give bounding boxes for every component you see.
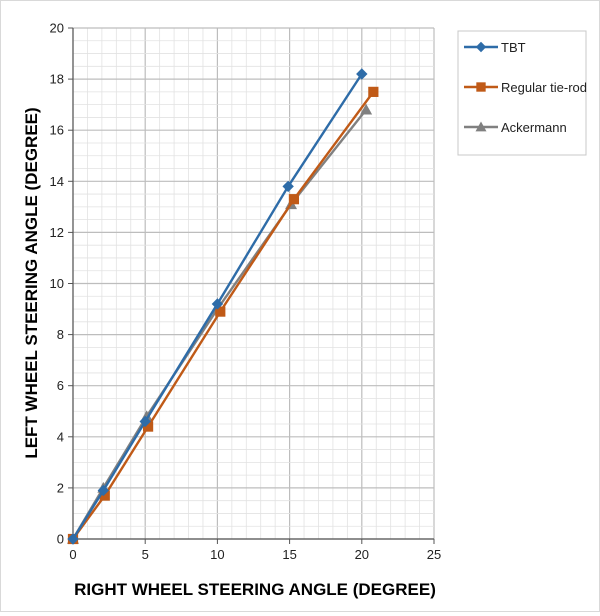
data-point bbox=[282, 180, 294, 193]
y-axis-title: LEFT WHEEL STEERING ANGLE (DEGREE) bbox=[22, 107, 41, 458]
y-tick-label: 20 bbox=[50, 21, 64, 36]
legend-swatch-marker bbox=[476, 82, 486, 92]
y-tick-label: 18 bbox=[50, 72, 64, 87]
data-point bbox=[139, 415, 151, 428]
legend-swatch-marker bbox=[475, 121, 487, 132]
y-tick-label: 10 bbox=[50, 276, 64, 291]
x-tick-label: 10 bbox=[210, 547, 224, 562]
grid bbox=[72, 27, 435, 540]
data-point bbox=[288, 194, 300, 205]
legend-label: Regular tie-rod bbox=[501, 80, 587, 95]
series-line bbox=[72, 91, 375, 540]
data-point bbox=[211, 298, 224, 310]
data-point bbox=[67, 533, 79, 545]
legend-label: TBT bbox=[501, 40, 526, 55]
data-point bbox=[97, 484, 110, 497]
legend-box bbox=[457, 30, 587, 156]
y-tick-label: 8 bbox=[57, 327, 64, 342]
data-point bbox=[368, 86, 379, 97]
legend-swatch-marker bbox=[475, 41, 487, 53]
legend-label: Ackermann bbox=[501, 120, 567, 135]
y-tick-label: 14 bbox=[50, 174, 64, 189]
tick-labels: 0 5 10 15 20 25 0 2 4 6 8 10 12 14 16 18 20 bbox=[50, 21, 442, 563]
legend: TBT Regular tie-rod Ackermann bbox=[457, 30, 587, 156]
series-2 bbox=[67, 103, 373, 544]
y-tick-label: 16 bbox=[50, 123, 64, 138]
y-tick-label: 0 bbox=[57, 532, 64, 547]
data-point bbox=[99, 490, 110, 501]
series-line bbox=[71, 73, 363, 540]
x-tick-label: 20 bbox=[355, 547, 369, 562]
x-tick-label: 15 bbox=[282, 547, 296, 562]
y-tick-label: 2 bbox=[57, 480, 64, 495]
data-point bbox=[356, 68, 368, 80]
data-point bbox=[360, 103, 373, 115]
y-tick-label: 12 bbox=[50, 225, 64, 240]
y-tick-label: 6 bbox=[57, 378, 64, 393]
data-point bbox=[215, 306, 226, 317]
series-0 bbox=[67, 68, 368, 545]
y-tick-label: 4 bbox=[57, 429, 64, 444]
x-tick-label: 25 bbox=[427, 547, 441, 562]
x-axis-title: RIGHT WHEEL STEERING ANGLE (DEGREE) bbox=[74, 580, 436, 599]
x-tick-label: 0 bbox=[69, 547, 76, 562]
data-point bbox=[142, 421, 154, 432]
x-tick-label: 5 bbox=[142, 547, 149, 562]
series-group bbox=[67, 68, 379, 545]
